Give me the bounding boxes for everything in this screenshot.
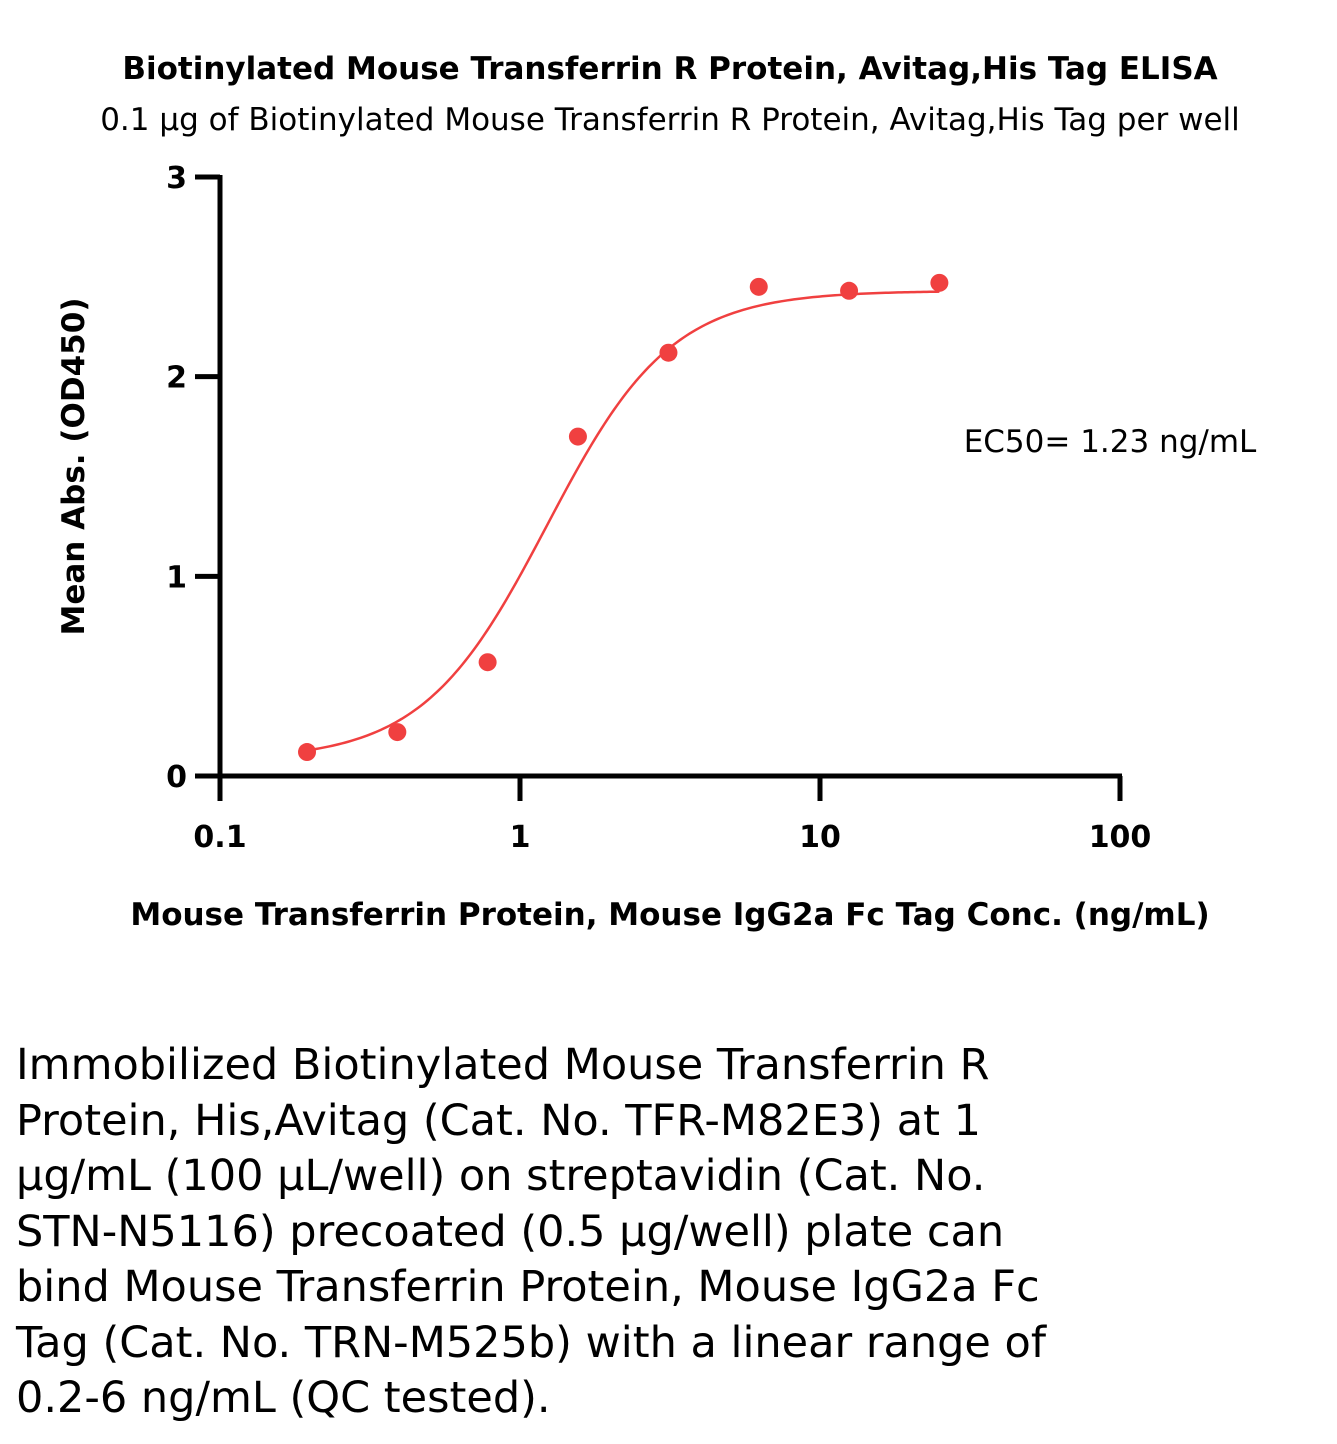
data-point [749, 277, 768, 296]
y-tick-label: 2 [166, 361, 187, 396]
y-axis-label: Mean Abs. (OD450) [56, 298, 92, 636]
data-point [478, 653, 497, 672]
elisa-chart: Biotinylated Mouse Transferrin R Protein… [56, 51, 1257, 933]
axes: 0 1 2 3 0.1 1 10 100 [166, 161, 1151, 855]
x-tick-label: 1 [510, 820, 531, 855]
fit-curve-group [306, 290, 940, 752]
x-axis-label: Mouse Transferrin Protein, Mouse IgG2a F… [130, 897, 1209, 933]
x-tick-label: 0.1 [193, 820, 246, 855]
data-point [568, 427, 587, 446]
data-point [298, 743, 317, 762]
y-tick-label: 1 [166, 560, 187, 595]
y-tick-label: 3 [166, 161, 187, 196]
fit-curve [306, 290, 940, 752]
data-point [840, 281, 859, 300]
x-tick-label: 10 [799, 820, 841, 855]
chart-title: Biotinylated Mouse Transferrin R Protein… [122, 51, 1217, 87]
data-point [659, 343, 678, 362]
data-points [298, 273, 949, 762]
figure-caption: Immobilized Biotinylated Mouse Transferr… [16, 1040, 1046, 1423]
ec50-annotation: EC50= 1.23 ng/mL [964, 424, 1257, 460]
y-tick-label: 0 [166, 760, 187, 795]
data-point [930, 273, 949, 292]
chart-subtitle: 0.1 μg of Biotinylated Mouse Transferrin… [100, 102, 1240, 138]
data-point [388, 723, 407, 742]
x-tick-label: 100 [1089, 820, 1152, 855]
